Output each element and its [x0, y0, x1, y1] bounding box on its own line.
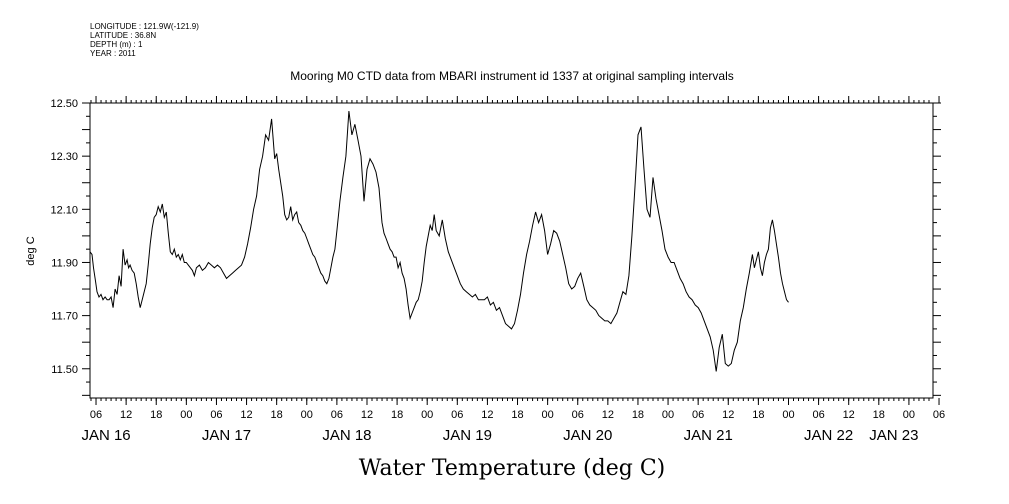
x-axis: 06 12 18 00 06 12 18 00 06 12 18 00 06 12 18 00 06 12 18 00…	[81, 96, 945, 444]
x-tick-label: 12	[240, 409, 252, 421]
x-tick-label: 18	[752, 409, 764, 421]
y-tick-label: 12.10	[50, 204, 78, 216]
x-tick-label: 12	[602, 409, 614, 421]
x-day-label: JAN 16	[81, 427, 130, 444]
x-tick-label: 06	[933, 409, 945, 421]
y-tick-label: 12.30	[50, 151, 78, 163]
x-tick-label: 00	[542, 409, 554, 421]
x-tick-label: 18	[150, 409, 162, 421]
x-tick-label: 06	[210, 409, 222, 421]
x-tick-label: 12	[481, 409, 493, 421]
x-tick-label: 12	[843, 409, 855, 421]
y-axis-label: deg C	[25, 236, 37, 265]
x-day-label: JAN 20	[563, 427, 612, 444]
x-tick-label: 18	[632, 409, 644, 421]
x-day-label: JAN 21	[684, 427, 733, 444]
x-tick-label: 06	[90, 409, 102, 421]
x-tick-label: 00	[662, 409, 674, 421]
x-tick-label: 06	[812, 409, 824, 421]
x-day-label: JAN 18	[322, 427, 371, 444]
x-tick-label: 12	[120, 409, 132, 421]
metadata-block: LONGITUDE : 121.9W(-121.9) LATITUDE : 36…	[90, 22, 199, 58]
x-tick-label: 18	[271, 409, 283, 421]
x-tick-label: 18	[873, 409, 885, 421]
x-tick-label: 18	[391, 409, 403, 421]
x-tick-label: 06	[692, 409, 704, 421]
y-tick-label: 12.50	[50, 98, 78, 110]
x-tick-label: 18	[511, 409, 523, 421]
x-tick-label: 00	[782, 409, 794, 421]
x-tick-label: 00	[301, 409, 313, 421]
year-text: YEAR : 2011	[90, 49, 136, 58]
chart-title: Mooring M0 CTD data from MBARI instrumen…	[290, 69, 734, 83]
depth-text: DEPTH (m) : 1	[90, 40, 143, 49]
y-tick-label: 11.50	[51, 364, 78, 376]
series-line	[89, 110, 789, 372]
y-tick-label: 11.70	[51, 311, 78, 323]
x-day-label: JAN 17	[202, 427, 251, 444]
x-tick-label: 00	[421, 409, 433, 421]
y-axis: 11.50 11.70 11.90 12.10 12.30 12.50	[50, 98, 941, 396]
y-tick-label: 11.90	[51, 257, 78, 269]
x-axis-title: Water Temperature (deg C)	[359, 456, 666, 481]
x-tick-label: 00	[180, 409, 192, 421]
x-tick-label: 12	[361, 409, 373, 421]
x-tick-label: 06	[331, 409, 343, 421]
longitude-text: LONGITUDE : 121.9W(-121.9)	[90, 22, 199, 31]
latitude-text: LATITUDE : 36.8N	[90, 31, 157, 40]
x-day-label: JAN 22	[804, 427, 853, 444]
x-tick-label: 00	[903, 409, 915, 421]
x-tick-label: 06	[451, 409, 463, 421]
x-tick-label: 06	[572, 409, 584, 421]
x-tick-label: 12	[722, 409, 734, 421]
minor-ticks	[90, 100, 930, 401]
plot-frame	[89, 102, 934, 399]
x-day-label: JAN 23	[869, 427, 918, 444]
x-day-label: JAN 19	[443, 427, 492, 444]
